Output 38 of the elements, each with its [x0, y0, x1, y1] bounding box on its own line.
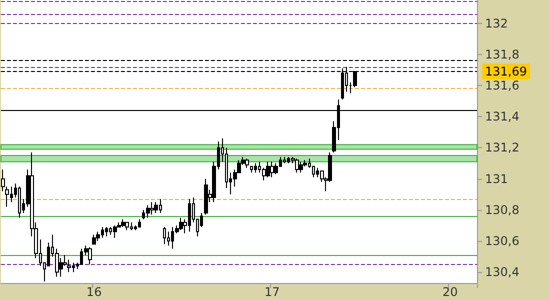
candlestick: [204, 178, 208, 216]
candlestick: [245, 158, 249, 168]
y-tick-label: 131,2: [485, 140, 520, 155]
candlestick: [254, 162, 257, 174]
ref-line-label: 131,69: [485, 64, 527, 79]
candlestick: [270, 161, 274, 178]
candlestick: [92, 234, 96, 245]
y-tick-label: 130,4: [485, 265, 520, 280]
x-tick-label: 20: [442, 285, 458, 299]
candlestick: [121, 218, 125, 228]
candlestick: [179, 217, 183, 231]
y-tick-label: 131: [485, 172, 508, 186]
x-tick-label: 16: [86, 285, 102, 299]
y-tick-label: 130,6: [485, 234, 520, 248]
candlestick: [154, 202, 158, 214]
candlestick: [105, 226, 108, 237]
candlestick: [150, 202, 154, 216]
candlestick: [163, 226, 166, 245]
x-tick-label: 17: [264, 285, 280, 299]
candlestick: [96, 231, 100, 242]
candlestick: [146, 204, 150, 218]
y-tick-label: 130,8: [485, 202, 520, 217]
y-tick-label: 131,4: [485, 110, 520, 124]
candlestick: [113, 224, 117, 238]
y-tick-label: 131,8: [485, 47, 520, 62]
candlestick: [67, 259, 71, 273]
y-tick-label: 132: [485, 16, 508, 30]
y-tick-label: 131,6: [485, 78, 520, 93]
candlestick: [138, 218, 141, 228]
candlestick: [266, 161, 270, 178]
candlestick: [18, 186, 21, 218]
candlestick: [295, 158, 299, 174]
candlestick: [88, 246, 92, 265]
candlestick: [250, 166, 253, 174]
candlestick: [167, 231, 170, 246]
candlestick: [125, 222, 129, 231]
candlestick: [283, 156, 286, 164]
candlestick: [299, 161, 303, 174]
